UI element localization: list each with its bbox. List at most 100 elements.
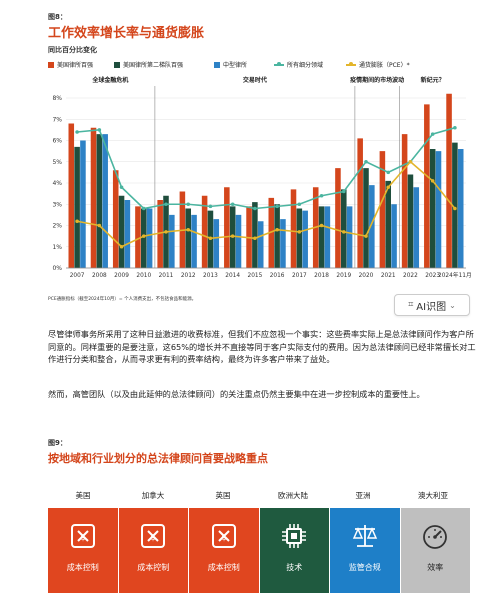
- priority-card-uk: $ 成本控制: [189, 508, 259, 593]
- bar-2-2024年11月: [457, 149, 464, 268]
- svg-text:$: $: [151, 533, 156, 542]
- period-label: 新纪元？: [421, 76, 445, 84]
- bar-2-2013: [213, 219, 220, 268]
- region-asia: 亚洲: [355, 491, 371, 500]
- line-point-1-2021: [386, 185, 391, 190]
- x-tick-label: 2009: [114, 273, 129, 279]
- cost-icon: $: [135, 518, 171, 554]
- x-tick-label: 2016: [270, 273, 285, 279]
- line-point-0-2023: [430, 132, 435, 136]
- x-tick-label: 2024年11月: [438, 271, 472, 279]
- period-label: 全球金融危机: [91, 76, 128, 84]
- bar-1-2015: [252, 202, 258, 268]
- bar-2-2020: [369, 185, 375, 268]
- line-point-0-2017: [297, 202, 302, 207]
- chart-subtitle: 同比百分比变化: [48, 46, 97, 54]
- line-point-1-2024年11月: [453, 206, 457, 211]
- gauge-icon: [417, 518, 453, 554]
- cost-icon: $: [206, 518, 242, 554]
- bar-2-2011: [169, 214, 175, 268]
- region-headers: 美国 加拿大 英国 欧洲大陆 亚洲 澳大利亚: [48, 490, 468, 504]
- line-point-1-2019: [341, 230, 346, 234]
- bar-2-2007: [80, 140, 86, 268]
- legend-label: 美国律所百强: [57, 62, 94, 69]
- y-tick-label: 2%: [52, 223, 62, 230]
- line-point-1-2012: [186, 227, 191, 232]
- line-point-1-2008: [97, 223, 102, 228]
- svg-text:$: $: [221, 533, 226, 542]
- priority-label: 效率: [427, 563, 444, 572]
- x-tick-label: 2021: [381, 273, 396, 279]
- bar-0-2017: [290, 189, 297, 268]
- series-line-1: [76, 160, 456, 248]
- legend-swatch: [114, 61, 120, 68]
- bar-2-2010: [146, 208, 153, 268]
- chart-footnote: PCE通胀指标（截至2024年10月）= 个人消费支出，不包括食品和能源。: [48, 297, 197, 302]
- y-tick-label: 6%: [52, 138, 62, 145]
- priority-card-canada: $ 成本控制: [118, 508, 188, 593]
- x-tick-label: 2010: [136, 273, 151, 279]
- scales-icon: [347, 518, 383, 554]
- line-point-1-2013: [208, 236, 213, 241]
- bar-2-2016: [280, 219, 286, 268]
- x-tick-label: 2020: [359, 273, 374, 279]
- bar-1-2023: [429, 149, 436, 268]
- line-point-1-2011: [164, 230, 168, 234]
- ai-recognize-button[interactable]: ⌗ AI识图 ⌄: [394, 294, 470, 316]
- bar-0-2019: [335, 168, 341, 268]
- y-tick-label: 0%: [52, 265, 62, 272]
- y-tick-label: 4%: [52, 180, 62, 187]
- line-point-0-2007: [75, 130, 79, 134]
- x-tick-label: 2007: [70, 273, 85, 279]
- priority-label: 成本控制: [137, 563, 170, 572]
- legend-item-second100: 美国律所第二梯队百强: [114, 60, 183, 69]
- priority-cards: $ 成本控制 $ 成本控制 $ 成本控制 技术 监管合规 效率: [48, 508, 470, 593]
- bar-2-2023: [435, 151, 442, 268]
- figure-9-label: 图9：: [48, 439, 67, 447]
- bar-2-2009: [124, 200, 131, 268]
- figure-9-title: 按地域和行业划分的总法律顾问首要战略重点: [48, 452, 268, 465]
- line-point-1-2022: [408, 159, 413, 164]
- line-point-1-2018: [319, 223, 324, 228]
- priority-card-europe: 技术: [259, 508, 329, 593]
- bar-1-2009: [118, 195, 125, 268]
- priority-card-australia: 效率: [400, 508, 470, 593]
- bar-1-2018: [318, 206, 325, 268]
- chart-legend: 美国律所百强 美国律所第二梯队百强 中型律所 所有细分领域 通货膨胀（PCE）*: [48, 60, 468, 72]
- legend-label: 所有细分领域: [287, 62, 324, 69]
- scan-icon: ⌗: [408, 300, 414, 310]
- line-point-0-2018: [319, 193, 324, 198]
- x-tick-label: 2023: [425, 273, 440, 279]
- y-tick-label: 8%: [52, 95, 62, 102]
- x-tick-label: 2011: [159, 273, 174, 279]
- svg-text:$: $: [80, 533, 85, 542]
- legend-line: [274, 61, 284, 66]
- legend-item-all-segments: 所有细分领域: [274, 60, 323, 69]
- x-tick-label: 2012: [181, 273, 196, 279]
- priority-label: 技术: [286, 563, 303, 572]
- bar-0-2010: [135, 206, 141, 268]
- legend-label: 通货膨胀（PCE）*: [359, 62, 410, 69]
- legend-item-top100: 美国律所百强: [48, 60, 93, 69]
- bar-0-2011: [157, 200, 163, 268]
- bar-2-2015: [257, 221, 264, 268]
- bar-1-2021: [385, 180, 391, 268]
- region-canada: 加拿大: [141, 491, 165, 500]
- legend-label: 中型律所: [223, 62, 248, 69]
- region-continental-europe: 欧洲大陆: [278, 491, 308, 500]
- bar-0-2008: [90, 127, 97, 268]
- bar-2-2019: [346, 206, 353, 268]
- y-tick-label: 5%: [52, 159, 62, 166]
- x-tick-label: 2018: [314, 273, 329, 279]
- line-point-0-2015: [253, 206, 257, 211]
- line-point-1-2010: [141, 234, 146, 238]
- legend-swatch: [214, 61, 220, 68]
- x-tick-label: 2019: [336, 273, 351, 279]
- line-point-0-2021: [386, 170, 391, 175]
- bar-0-2016: [268, 197, 275, 268]
- x-tick-label: 2014: [225, 273, 240, 279]
- bar-1-2007: [74, 146, 80, 268]
- chevron-down-icon: ⌄: [449, 300, 456, 310]
- bar-1-2020: [363, 168, 369, 268]
- bar-1-2019: [341, 189, 347, 268]
